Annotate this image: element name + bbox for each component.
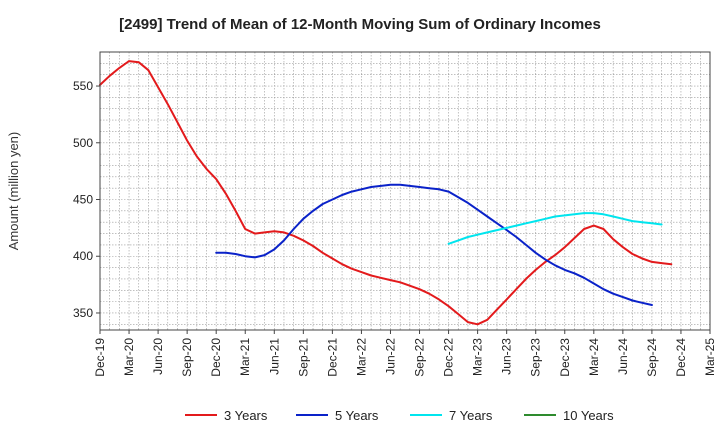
x-tick-label: Mar-20 [122, 338, 136, 376]
y-axis-ticks: 350 400 450 500 550 [73, 79, 100, 320]
x-tick-label: Jun-23 [500, 338, 514, 375]
x-tick-label: Dec-23 [558, 338, 572, 377]
y-tick-label: 400 [73, 249, 93, 263]
x-tick-label: Jun-21 [267, 338, 281, 375]
x-tick-label: Dec-20 [209, 338, 223, 377]
x-tick-label: Dec-24 [674, 338, 688, 377]
legend-label: 7 Years [449, 408, 493, 423]
x-tick-label: Jun-20 [151, 338, 165, 375]
plot-frame [99, 51, 711, 331]
chart-title: [2499] Trend of Mean of 12-Month Moving … [119, 16, 601, 33]
x-tick-label: Mar-25 [703, 338, 717, 376]
y-tick-label: 550 [73, 79, 93, 93]
x-tick-label: Jun-22 [383, 338, 397, 375]
x-tick-label: Mar-23 [471, 338, 485, 376]
y-axis-label: Amount (million yen) [6, 132, 21, 251]
x-tick-label: Mar-22 [354, 338, 368, 376]
series-line-5-years [215, 183, 653, 306]
x-axis-ticks: Dec-19 Mar-20 Jun-20 Sep-20 Dec-20 Mar-21 Jun-… [93, 330, 717, 377]
legend-label: 10 Years [563, 408, 614, 423]
x-tick-label: Dec-21 [325, 338, 339, 377]
legend-label: 5 Years [335, 408, 379, 423]
series-line-7-years [447, 212, 663, 245]
legend: 3 Years 5 Years 7 Years 10 Years [185, 408, 614, 423]
x-tick-label: Dec-19 [93, 338, 107, 377]
y-tick-label: 500 [73, 136, 93, 150]
x-tick-label: Sep-21 [296, 338, 310, 377]
series-layer [99, 60, 673, 326]
x-tick-label: Jun-24 [616, 338, 630, 375]
x-tick-label: Sep-23 [529, 338, 543, 377]
x-tick-label: Mar-24 [587, 338, 601, 376]
x-tick-label: Dec-22 [442, 338, 456, 377]
x-tick-label: Sep-22 [413, 338, 427, 377]
series-line-3-years [99, 60, 673, 326]
x-tick-label: Sep-24 [645, 338, 659, 377]
y-tick-label: 450 [73, 193, 93, 207]
y-tick-label: 350 [73, 306, 93, 320]
legend-label: 3 Years [224, 408, 268, 423]
grid-layer [99, 51, 711, 330]
x-tick-label: Mar-21 [238, 338, 252, 376]
x-tick-label: Sep-20 [180, 338, 194, 377]
